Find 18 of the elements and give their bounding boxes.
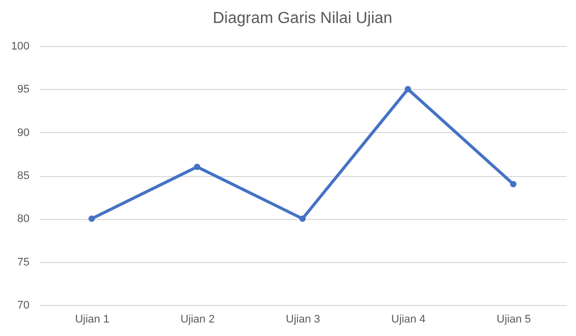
y-tick-label: 90 — [17, 126, 30, 139]
point — [510, 180, 516, 188]
point — [88, 216, 95, 222]
y-tick-label: 95 — [17, 84, 30, 96]
x-tick-label: Ujian 3 — [286, 314, 320, 326]
x-tick-label: Ujian 1 — [75, 314, 110, 326]
x-tick-label: Ujian 2 — [180, 314, 215, 326]
chart-title: Diagram Garis Nilai Ujian — [212, 10, 392, 27]
y-tick-label: 85 — [17, 170, 30, 182]
point — [404, 86, 412, 92]
x-tick-label: Ujian 5 — [496, 314, 531, 326]
x-tick-label: Ujian 4 — [391, 314, 426, 326]
y-tick-label: 80 — [17, 213, 30, 226]
y-tick-label: 75 — [17, 256, 30, 268]
point — [299, 216, 306, 222]
y-tick-label: 70 — [17, 300, 30, 312]
y-tick-label: 100 — [11, 40, 30, 52]
point — [194, 164, 200, 170]
